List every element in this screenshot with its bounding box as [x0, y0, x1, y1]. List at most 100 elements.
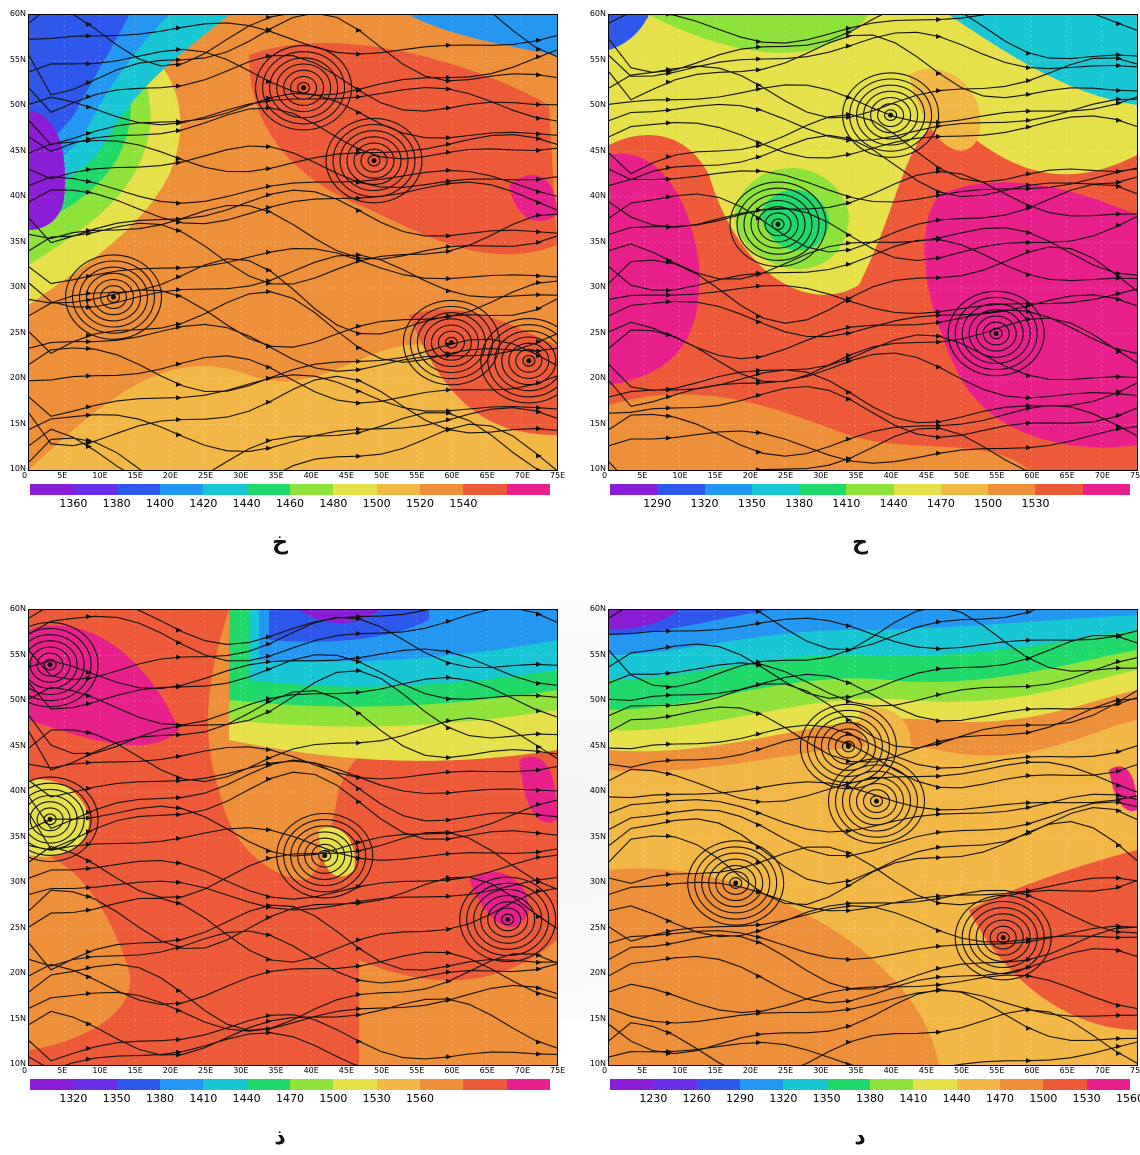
- colorbar-tick-label: 1470: [276, 1092, 304, 1105]
- flow-arrow: [1116, 792, 1122, 798]
- vortex-center: [322, 853, 328, 859]
- streamline: [609, 84, 1137, 124]
- vortex-ring: [339, 130, 409, 192]
- colorbar-segment: [826, 1079, 870, 1090]
- flow-arrow: [536, 990, 542, 996]
- flow-arrow: [446, 836, 452, 842]
- flow-arrow: [1026, 655, 1032, 661]
- flow-arrow: [86, 179, 92, 185]
- vortex-ring: [827, 728, 869, 765]
- vortex-ring: [311, 843, 339, 868]
- flow-arrow: [536, 176, 542, 182]
- flow-arrow: [756, 1010, 762, 1016]
- flow-arrow: [176, 879, 182, 885]
- streamline: [609, 905, 1137, 943]
- latitude-label: 20N: [9, 968, 26, 977]
- flow-arrow: [756, 620, 762, 626]
- vortex-ring: [85, 272, 142, 322]
- flow-arrow: [266, 192, 272, 198]
- streamline: [609, 404, 1137, 457]
- flow-arrow: [536, 849, 542, 855]
- flow-arrow: [176, 432, 182, 438]
- flow-arrow: [176, 119, 182, 125]
- flow-arrow: [1116, 183, 1122, 189]
- flow-arrow: [536, 426, 542, 432]
- streamline: [29, 48, 557, 96]
- flow-arrow: [846, 29, 852, 35]
- vortex-ring: [290, 825, 360, 887]
- map-panel-4: 60N 55N 50N 45N 40N 35N 30N 25N 20N 15N 10N 0 5E 10E 1…: [580, 595, 1140, 1155]
- flow-arrow: [536, 801, 542, 807]
- flow-arrow: [356, 689, 362, 695]
- flow-arrow: [756, 319, 762, 325]
- flow-arrow: [1116, 875, 1122, 881]
- flow-arrow: [846, 698, 852, 704]
- flow-arrow: [356, 400, 362, 406]
- streamline: [29, 998, 557, 1056]
- flow-arrow: [1026, 373, 1032, 379]
- streamline: [609, 948, 1137, 1004]
- flow-arrow: [356, 631, 362, 637]
- flow-arrow: [1116, 117, 1122, 123]
- flow-arrow: [756, 380, 762, 386]
- flow-arrow: [536, 731, 542, 737]
- colorbar-tick-label: 1350: [102, 1092, 131, 1105]
- flow-arrow: [86, 33, 92, 39]
- flow-arrow: [266, 78, 272, 84]
- colorbar-segment: [739, 1079, 784, 1090]
- latitude-label: 25N: [589, 327, 606, 337]
- colorbar-tick-label: 1500: [974, 497, 1003, 510]
- flow-arrow: [846, 623, 852, 629]
- streamline: [609, 889, 1137, 938]
- flow-arrow: [666, 194, 672, 200]
- colorbar-tick-label: 1530: [1021, 497, 1050, 510]
- colorbar-segment: [419, 1079, 464, 1090]
- streamline: [29, 827, 557, 861]
- flow-arrow: [176, 1007, 182, 1013]
- flow-arrow: [1026, 773, 1032, 779]
- flow-arrow: [846, 850, 852, 856]
- flow-arrow: [666, 1020, 672, 1026]
- flow-arrow: [356, 252, 362, 258]
- streamline: [609, 793, 1137, 833]
- vortex-ring: [855, 782, 898, 820]
- streamline: [29, 254, 557, 308]
- vortex-ring: [276, 63, 332, 113]
- latitude-label: 50N: [9, 100, 26, 109]
- longitude-label: 70E: [514, 471, 531, 480]
- vortex-ring: [771, 218, 785, 231]
- longitude-label: 50E: [954, 1066, 970, 1075]
- flow-arrow: [936, 943, 942, 949]
- flow-arrow: [756, 82, 762, 88]
- flow-arrow: [936, 312, 942, 318]
- vortex-ring: [297, 831, 353, 881]
- streamline: [29, 759, 557, 830]
- flow-arrow: [536, 830, 542, 836]
- flow-arrow: [356, 786, 362, 792]
- flow-arrow: [1116, 374, 1122, 380]
- flow-arrow: [666, 991, 672, 997]
- flow-arrow: [1026, 683, 1032, 689]
- flow-arrow: [666, 70, 672, 76]
- flow-arrow: [666, 79, 672, 85]
- vortex-ring: [848, 776, 905, 826]
- flow-arrow: [446, 342, 452, 348]
- vortex-ring: [743, 193, 813, 255]
- flow-arrow: [846, 1023, 852, 1029]
- flow-arrow: [536, 131, 542, 137]
- flow-arrow: [86, 404, 92, 410]
- colorbar-tick-label: 1560: [406, 1092, 434, 1105]
- height-field-region: [29, 15, 129, 150]
- flow-arrow: [266, 1026, 272, 1032]
- latitude-label: 30N: [589, 282, 606, 291]
- flow-arrow: [536, 306, 542, 312]
- flow-arrow: [1026, 821, 1032, 827]
- streamline: [29, 145, 557, 188]
- flow-arrow: [756, 154, 762, 160]
- flow-arrow: [446, 167, 452, 173]
- flow-arrow: [356, 257, 362, 263]
- flow-arrow: [1116, 389, 1122, 395]
- flow-arrow: [266, 855, 272, 861]
- vortex-ring: [494, 907, 522, 932]
- colorbar-segment: [116, 484, 160, 495]
